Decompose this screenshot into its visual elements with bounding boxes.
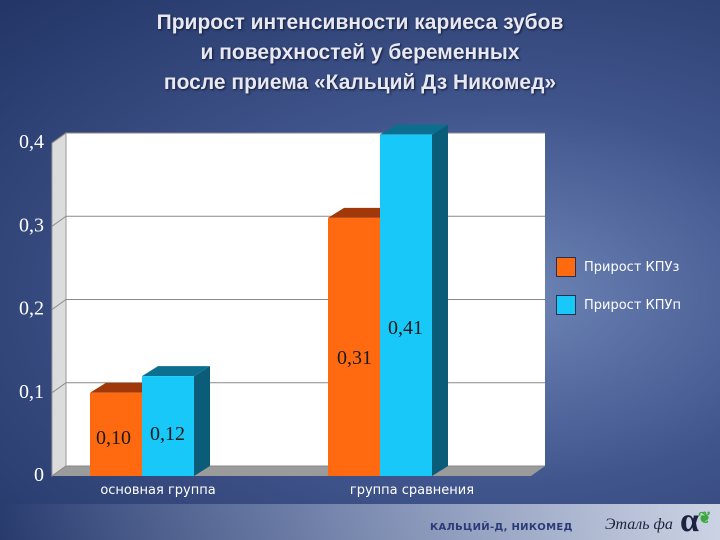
legend: Прирост КПУз Прирост КПУп <box>556 256 681 332</box>
footer-bar <box>0 504 720 540</box>
alpha-logo-icon: α ❦ <box>680 502 712 539</box>
legend-swatch-kpuz <box>556 257 576 277</box>
logo-mark-glyph: α <box>680 502 699 539</box>
bar-side <box>194 366 210 476</box>
legend-swatch-kpup <box>556 295 576 315</box>
data-label: 0,12 <box>150 423 185 445</box>
bar-top <box>380 124 448 135</box>
bar-top <box>142 366 210 377</box>
data-label: 0,31 <box>337 347 372 369</box>
legend-label-kpup: Прирост КПУп <box>584 297 681 313</box>
footer-logo-text: Эталь фа <box>605 516 673 533</box>
chart-title-line-1: Прирост интенсивности кариеса зубов <box>156 11 564 34</box>
legend-item-kpuz: Прирост КПУз <box>556 256 681 278</box>
bar-top <box>90 382 158 393</box>
bar <box>90 392 142 476</box>
gridline-side <box>51 299 67 310</box>
gridline-side <box>51 382 67 394</box>
bar <box>142 376 194 476</box>
y-tick-label: 0,4 <box>19 131 44 153</box>
y-tick-label: 0,2 <box>19 298 44 320</box>
legend-label-kpuz: Прирост КПУз <box>584 259 680 275</box>
data-label: 0,10 <box>96 427 131 449</box>
gridline-side <box>51 465 67 477</box>
gridline-side <box>51 132 67 144</box>
bar-top <box>328 207 396 218</box>
x-category-label: группа сравнения <box>350 483 474 498</box>
gridline-side <box>51 215 67 227</box>
chart-title-line-2: и поверхностей у беременных <box>200 41 520 64</box>
legend-item-kpup: Прирост КПУп <box>556 294 681 316</box>
bar-side <box>432 124 448 477</box>
x-category-label: основная группа <box>100 483 215 498</box>
y-tick-label: 0,3 <box>19 214 44 236</box>
bar <box>328 217 380 477</box>
footer-brand-text: КАЛЬЦИЙ-Д, НИКОМЕД <box>430 522 573 533</box>
chart-title: Прирост интенсивности кариеса зубов и по… <box>60 8 660 98</box>
chart-title-line-3: после приема «Кальций Дз Никомед» <box>163 71 557 94</box>
y-tick-label: 0,1 <box>19 381 44 403</box>
y-tick-label: 0 <box>34 464 44 486</box>
data-label: 0,41 <box>388 317 423 339</box>
bar <box>380 134 432 477</box>
